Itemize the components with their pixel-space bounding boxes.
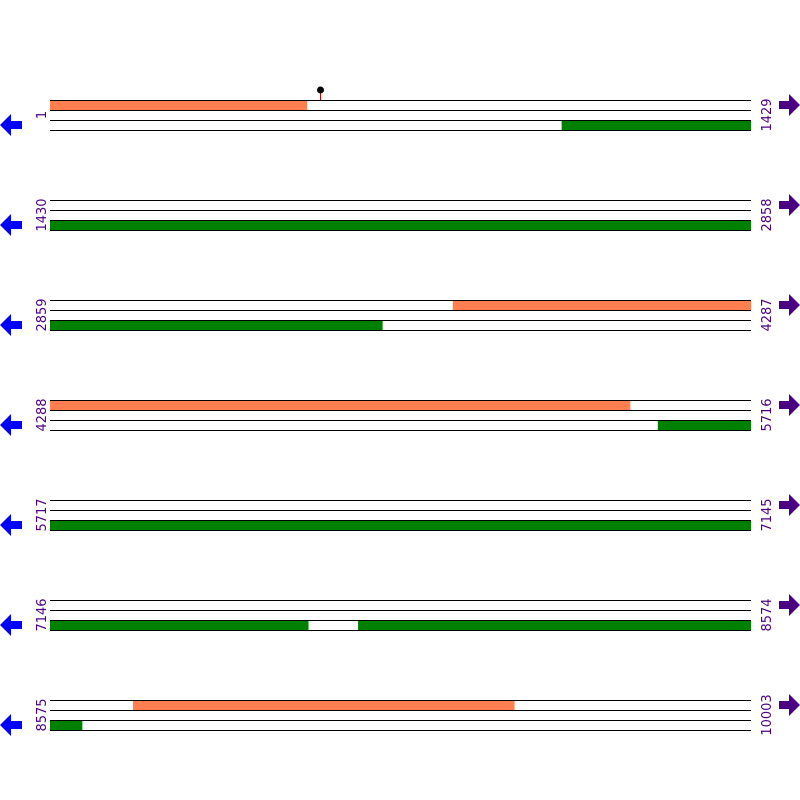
forward-feature[interactable]	[132, 700, 515, 710]
reverse-feature[interactable]	[50, 220, 751, 230]
row-end-label: 1429	[760, 98, 775, 131]
right-arrow-icon[interactable]	[779, 394, 800, 416]
row-end-label: 10003	[760, 694, 775, 735]
left-arrow-icon[interactable]	[0, 614, 22, 636]
row-start-label: 5717	[35, 498, 50, 531]
forward-feature[interactable]	[50, 400, 631, 410]
reverse-feature[interactable]	[358, 620, 751, 630]
reverse-feature[interactable]	[50, 320, 383, 330]
row-end-label: 4287	[760, 298, 775, 331]
forward-feature[interactable]	[50, 100, 308, 110]
reverse-feature[interactable]	[657, 420, 751, 430]
right-arrow-icon[interactable]	[779, 494, 800, 516]
row-end-label: 5716	[760, 398, 775, 431]
row-start-label: 7146	[35, 598, 50, 631]
left-arrow-icon[interactable]	[0, 314, 22, 336]
reverse-feature[interactable]	[50, 720, 83, 730]
left-arrow-icon[interactable]	[0, 714, 22, 736]
row-start-label: 4288	[35, 398, 50, 431]
reverse-feature[interactable]	[50, 620, 309, 630]
row-start-label: 1430	[35, 198, 50, 231]
right-arrow-icon[interactable]	[779, 94, 800, 116]
row-end-label: 7145	[760, 498, 775, 531]
marker-icon[interactable]	[317, 86, 324, 94]
right-arrow-icon[interactable]	[779, 194, 800, 216]
row-end-label: 2858	[760, 198, 775, 231]
reverse-feature[interactable]	[561, 120, 751, 130]
row-start-label: 2859	[35, 298, 50, 331]
left-arrow-icon[interactable]	[0, 514, 22, 536]
left-arrow-icon[interactable]	[0, 114, 22, 136]
right-arrow-icon[interactable]	[779, 294, 800, 316]
left-arrow-icon[interactable]	[0, 414, 22, 436]
row-start-label: 8575	[35, 698, 50, 731]
right-arrow-icon[interactable]	[779, 694, 800, 716]
row-start-label: 1	[35, 111, 50, 119]
right-arrow-icon[interactable]	[779, 594, 800, 616]
reverse-feature[interactable]	[50, 520, 751, 530]
row-end-label: 8574	[760, 598, 775, 631]
forward-feature[interactable]	[452, 300, 751, 310]
left-arrow-icon[interactable]	[0, 214, 22, 236]
